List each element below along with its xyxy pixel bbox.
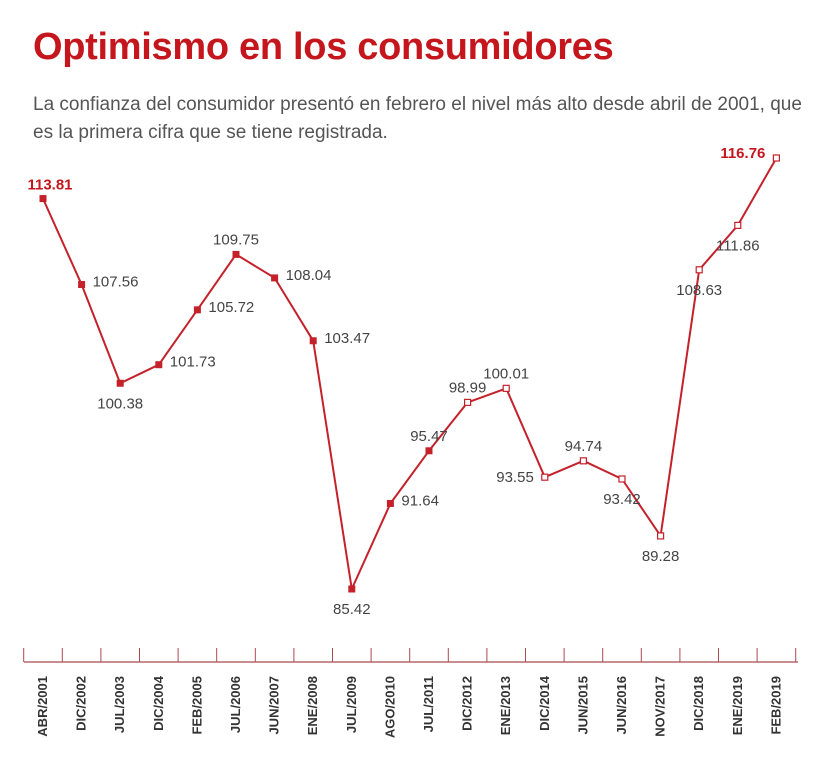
x-tick-label-abr-2001: ABR/2001	[35, 676, 50, 737]
data-label-dic-2004: 101.73	[170, 354, 216, 371]
x-tick-label-jun-2015: JUN/2015	[575, 676, 590, 735]
x-tick-label-dic-2004: DIC/2004	[151, 675, 166, 731]
chart-subtitle: La confianza del consumidor presentó en …	[33, 94, 802, 143]
data-label-ene-2019: 111.86	[716, 237, 760, 254]
data-label-dic-2012: 98.99	[449, 379, 487, 396]
data-point-jun-2007	[271, 274, 279, 282]
x-axis	[23, 648, 798, 663]
data-labels: 113.81 107.56 100.38 101.73 105.72 109.75 108.…	[27, 145, 765, 618]
data-label-jun-2016: 93.42	[603, 491, 641, 508]
chart-title: Optimismo en los consumidores	[33, 26, 614, 68]
data-point-feb-2005	[193, 306, 201, 314]
data-label-nov-2017: 89.28	[642, 548, 680, 565]
x-tick-label-feb-2019: FEB/2019	[768, 676, 783, 735]
data-points	[39, 154, 781, 593]
x-tick-labels: ABR/2001 DIC/2002 JUL/2003 DIC/2004 FEB/2005…	[35, 675, 783, 738]
series-line	[42, 157, 778, 590]
data-point-dic-2012	[464, 398, 472, 406]
data-label-feb-2005: 105.72	[208, 299, 254, 316]
data-point-jul-2011	[425, 447, 433, 455]
x-tick-label-ene-2008: ENE/2008	[305, 676, 320, 735]
data-label-jun-2007: 108.04	[286, 267, 332, 284]
data-point-jun-2015	[579, 457, 588, 465]
data-label-jul-2009: 85.42	[333, 601, 371, 618]
x-tick-label-dic-2012: DIC/2012	[460, 676, 475, 731]
x-tick-label-ene-2013: ENE/2013	[498, 676, 513, 735]
x-tick-label-dic-2018: DIC/2018	[691, 676, 706, 731]
data-point-jul-2003	[116, 379, 124, 387]
x-tick-label-feb-2005: FEB/2005	[189, 676, 204, 735]
data-label-dic-2002: 107.56	[93, 274, 139, 291]
x-tick-label-jul-2011: JUL/2011	[421, 676, 436, 732]
series-line-layer	[42, 157, 778, 590]
data-label-jul-2011: 95.47	[410, 428, 448, 445]
x-tick-label-jul-2009: JUL/2009	[344, 676, 359, 733]
data-label-ene-2013: 100.01	[483, 365, 529, 382]
data-label-jul-2003: 100.38	[97, 395, 143, 412]
data-label-feb-2019: 116.76	[720, 145, 765, 162]
data-label-dic-2014: 93.55	[496, 469, 534, 486]
data-point-ago-2010	[386, 499, 394, 507]
x-tick-label-jul-2006: JUL/2006	[228, 676, 243, 733]
x-tick-label-jun-2016: JUN/2016	[614, 676, 629, 735]
data-point-dic-2018	[695, 266, 703, 274]
data-point-dic-2014	[541, 473, 549, 481]
x-tick-label-nov-2017: NOV/2017	[653, 676, 668, 737]
data-point-dic-2002	[78, 281, 86, 289]
data-point-ene-2013	[502, 384, 510, 392]
data-point-jul-2009	[348, 585, 356, 593]
data-point-jul-2006	[232, 250, 240, 258]
data-label-ene-2008: 103.47	[324, 330, 370, 347]
data-label-jun-2015: 94.74	[565, 438, 603, 455]
x-tick-label-ago-2010: AGO/2010	[382, 676, 397, 738]
data-point-abr-2001	[39, 195, 47, 203]
data-point-jun-2016	[618, 475, 626, 483]
data-label-abr-2001: 113.81	[27, 177, 72, 194]
data-label-jul-2006: 109.75	[213, 231, 259, 248]
data-label-dic-2018: 108.63	[676, 282, 722, 299]
data-point-dic-2004	[155, 361, 163, 369]
x-tick-label-jul-2003: JUL/2003	[112, 676, 127, 733]
data-point-nov-2017	[656, 532, 665, 540]
data-point-feb-2019	[772, 154, 781, 162]
data-point-ene-2019	[734, 221, 742, 229]
data-label-ago-2010: 91.64	[401, 492, 439, 509]
x-tick-label-jun-2007: JUN/2007	[267, 676, 282, 735]
x-tick-label-ene-2019: ENE/2019	[730, 676, 745, 735]
x-tick-label-dic-2014: DIC/2014	[537, 675, 552, 731]
x-tick-label-dic-2002: DIC/2002	[74, 676, 89, 731]
data-point-ene-2008	[309, 337, 317, 345]
